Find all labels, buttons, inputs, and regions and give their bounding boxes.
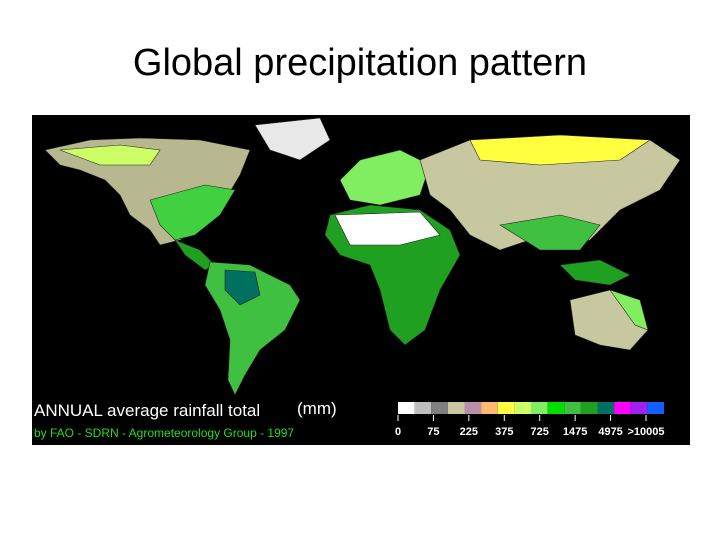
legend-label: 1475 bbox=[563, 426, 587, 438]
legend-label: 0 bbox=[395, 426, 401, 438]
legend-label: 725 bbox=[531, 426, 549, 438]
legend-swatch bbox=[414, 402, 432, 414]
legend-label: 225 bbox=[460, 426, 478, 438]
slide-title: Global precipitation pattern bbox=[132, 42, 588, 84]
legend-swatch bbox=[464, 402, 482, 414]
map-credit: by FAO - SDRN - Agrometeorology Group - … bbox=[34, 426, 294, 440]
legend-swatch bbox=[481, 402, 498, 414]
legend: 0 75 225 375 725 1475 4975 >10005 bbox=[395, 402, 665, 438]
legend-swatch bbox=[547, 402, 565, 414]
legend-label: 4975 bbox=[598, 426, 622, 438]
legend-label: 75 bbox=[427, 426, 439, 438]
map-unit: (mm) bbox=[297, 399, 337, 418]
legend-swatch bbox=[514, 402, 531, 414]
legend-swatch bbox=[647, 402, 664, 414]
map-caption: ANNUAL average rainfall total bbox=[34, 401, 260, 420]
legend-swatch bbox=[614, 402, 631, 414]
legend-swatch bbox=[580, 402, 598, 414]
legend-swatch bbox=[630, 402, 648, 414]
legend-label: 375 bbox=[495, 426, 513, 438]
legend-swatch bbox=[398, 402, 415, 414]
legend-label: >10005 bbox=[627, 426, 664, 438]
legend-swatch bbox=[564, 402, 581, 414]
legend-swatch bbox=[447, 402, 465, 414]
legend-swatch bbox=[597, 402, 615, 414]
legend-swatch bbox=[531, 402, 548, 414]
legend-swatch bbox=[431, 402, 448, 414]
legend-swatch bbox=[497, 402, 515, 414]
continents bbox=[44, 117, 681, 396]
